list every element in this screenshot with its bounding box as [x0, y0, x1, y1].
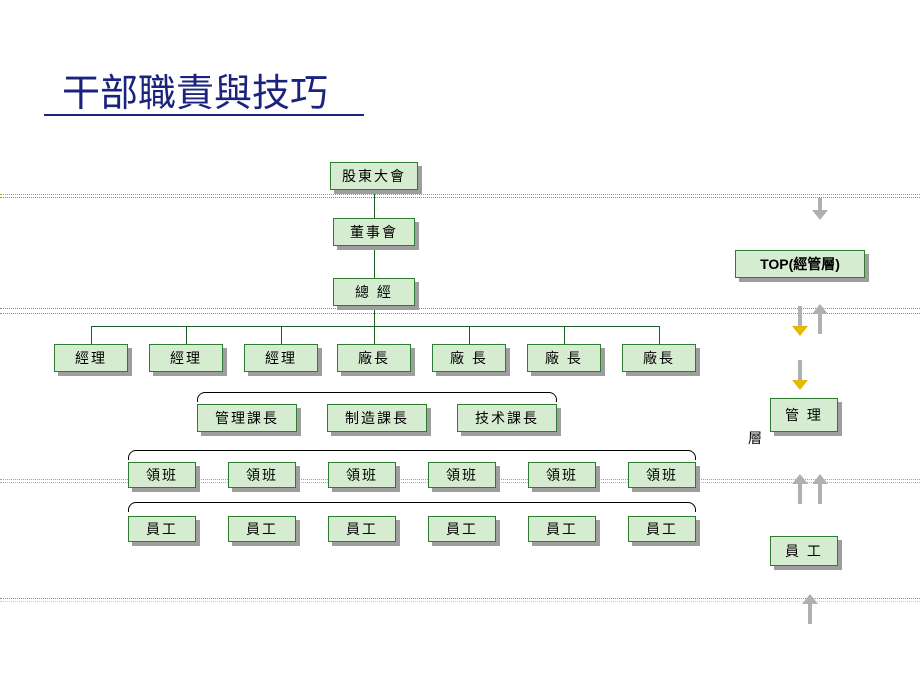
org-node-label: 領班	[528, 462, 596, 488]
org-node-label: 員工	[328, 516, 396, 542]
org-node-e4: 員工	[428, 516, 496, 542]
arrow	[818, 484, 822, 504]
org-node-label: 員工	[228, 516, 296, 542]
org-node-s5: 領班	[528, 462, 596, 488]
org-node-label: 總 經	[333, 278, 415, 306]
arrow-head	[792, 380, 808, 390]
connector	[91, 326, 659, 327]
arrow-head	[812, 304, 828, 314]
org-node-e6: 員工	[628, 516, 696, 542]
connector	[374, 190, 375, 218]
org-node-m3: 經理	[244, 344, 318, 372]
org-node-label: 廠長	[337, 344, 411, 372]
connector-bracket	[128, 450, 696, 460]
arrow-head	[812, 210, 828, 220]
org-node-label: 領班	[228, 462, 296, 488]
org-node-label: 制造課長	[327, 404, 427, 432]
arrow	[818, 314, 822, 334]
connector	[374, 326, 375, 344]
org-node-label: 董事會	[333, 218, 415, 246]
org-node-label: 員工	[628, 516, 696, 542]
side-box-label: 管 理	[770, 398, 838, 432]
org-node-m7: 廠長	[622, 344, 696, 372]
connector	[564, 326, 565, 344]
org-node-label: 領班	[128, 462, 196, 488]
side-box-bottom: 員 工	[770, 536, 838, 566]
org-node-label: 員工	[428, 516, 496, 542]
org-node-s1: 領班	[128, 462, 196, 488]
org-node-l1: 股東大會	[330, 162, 418, 190]
org-node-label: 經理	[244, 344, 318, 372]
side-box-mid-sub: 層	[748, 428, 762, 448]
org-node-label: 技术課長	[457, 404, 557, 432]
side-box-top: TOP(經管層)	[735, 250, 865, 278]
org-node-e5: 員工	[528, 516, 596, 542]
org-node-label: 廠 長	[527, 344, 601, 372]
guide-line	[0, 194, 920, 195]
org-node-label: 員工	[128, 516, 196, 542]
connector	[281, 326, 282, 344]
org-node-e2: 員工	[228, 516, 296, 542]
org-node-label: 廠 長	[432, 344, 506, 372]
arrow	[818, 198, 822, 210]
org-node-label: 管理課長	[197, 404, 297, 432]
org-node-label: 員工	[528, 516, 596, 542]
org-node-k1: 管理課長	[197, 404, 297, 432]
page-title: 干部職責與技巧	[62, 62, 328, 117]
org-node-m6: 廠 長	[527, 344, 601, 372]
org-node-s3: 領班	[328, 462, 396, 488]
arrow-head	[802, 594, 818, 604]
org-node-e1: 員工	[128, 516, 196, 542]
connector	[186, 326, 187, 344]
arrow	[808, 604, 812, 624]
arrow-head	[812, 474, 828, 484]
org-node-s6: 領班	[628, 462, 696, 488]
org-node-m5: 廠 長	[432, 344, 506, 372]
connector	[659, 326, 660, 344]
org-node-s2: 領班	[228, 462, 296, 488]
org-node-e3: 員工	[328, 516, 396, 542]
side-box-label: 員 工	[770, 536, 838, 566]
org-node-l2: 董事會	[333, 218, 415, 246]
arrow	[798, 484, 802, 504]
org-node-label: 廠長	[622, 344, 696, 372]
org-node-m2: 經理	[149, 344, 223, 372]
org-node-label: 經理	[54, 344, 128, 372]
org-node-label: 領班	[428, 462, 496, 488]
side-box-label: TOP(經管層)	[735, 250, 865, 278]
org-node-label: 股東大會	[330, 162, 418, 190]
arrow	[798, 306, 802, 326]
guide-line	[0, 601, 920, 602]
connector	[374, 246, 375, 278]
guide-line	[0, 313, 920, 314]
org-node-m1: 經理	[54, 344, 128, 372]
org-node-s4: 領班	[428, 462, 496, 488]
side-box-mid: 管 理	[770, 398, 838, 432]
connector-bracket	[197, 392, 557, 402]
guide-line	[0, 197, 920, 198]
connector	[469, 326, 470, 344]
arrow-head	[792, 326, 808, 336]
org-node-label: 領班	[628, 462, 696, 488]
org-node-label: 領班	[328, 462, 396, 488]
arrow	[798, 360, 802, 380]
guide-line	[0, 308, 920, 309]
guide-line	[0, 598, 920, 599]
org-node-k3: 技术課長	[457, 404, 557, 432]
org-node-label: 經理	[149, 344, 223, 372]
arrow-head	[792, 474, 808, 484]
connector	[91, 326, 92, 344]
org-node-k2: 制造課長	[327, 404, 427, 432]
connector-bracket	[128, 502, 696, 512]
title-underline	[44, 114, 364, 116]
org-node-l3: 總 經	[333, 278, 415, 306]
org-node-m4: 廠長	[337, 344, 411, 372]
